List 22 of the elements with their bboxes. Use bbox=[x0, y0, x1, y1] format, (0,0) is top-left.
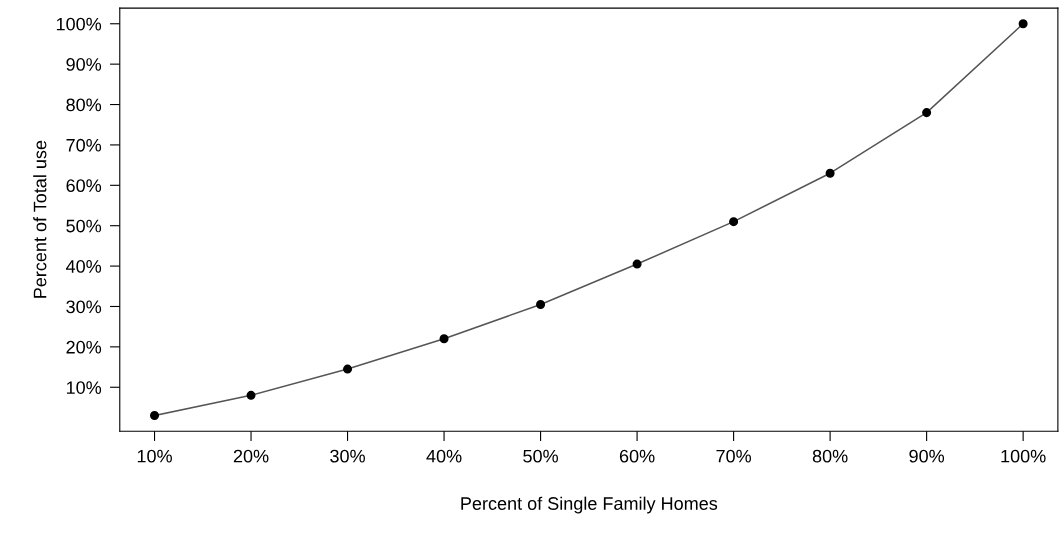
x-axis-title: Percent of Single Family Homes bbox=[461, 496, 718, 514]
x-tick-label: 100% bbox=[1001, 449, 1046, 463]
x-tick-label: 40% bbox=[426, 449, 462, 463]
x-tick-label: 50% bbox=[523, 449, 558, 463]
y-tick-label: 30% bbox=[66, 300, 102, 314]
x-tick-label: 80% bbox=[812, 449, 848, 463]
y-tick-label: 70% bbox=[66, 138, 102, 152]
x-tick-label: 90% bbox=[909, 449, 945, 463]
y-tick-label: 40% bbox=[66, 260, 102, 273]
y-tick-label: 50% bbox=[66, 219, 102, 233]
y-tick-label: 90% bbox=[66, 58, 102, 71]
x-tick-label: 30% bbox=[330, 449, 365, 463]
y-tick-label: 10% bbox=[66, 381, 102, 394]
y-tick-label: 20% bbox=[66, 340, 102, 354]
x-tick-label: 70% bbox=[716, 449, 752, 463]
x-tick-label: 20% bbox=[233, 449, 269, 463]
y-tick-label: 100% bbox=[56, 17, 102, 31]
y-tick-label: 80% bbox=[66, 98, 102, 112]
y-tick-label: 60% bbox=[66, 179, 102, 193]
y-axis-title: Percent of Total use bbox=[33, 140, 47, 298]
x-tick-label: 60% bbox=[619, 449, 655, 463]
x-tick-label: 10% bbox=[137, 449, 172, 463]
